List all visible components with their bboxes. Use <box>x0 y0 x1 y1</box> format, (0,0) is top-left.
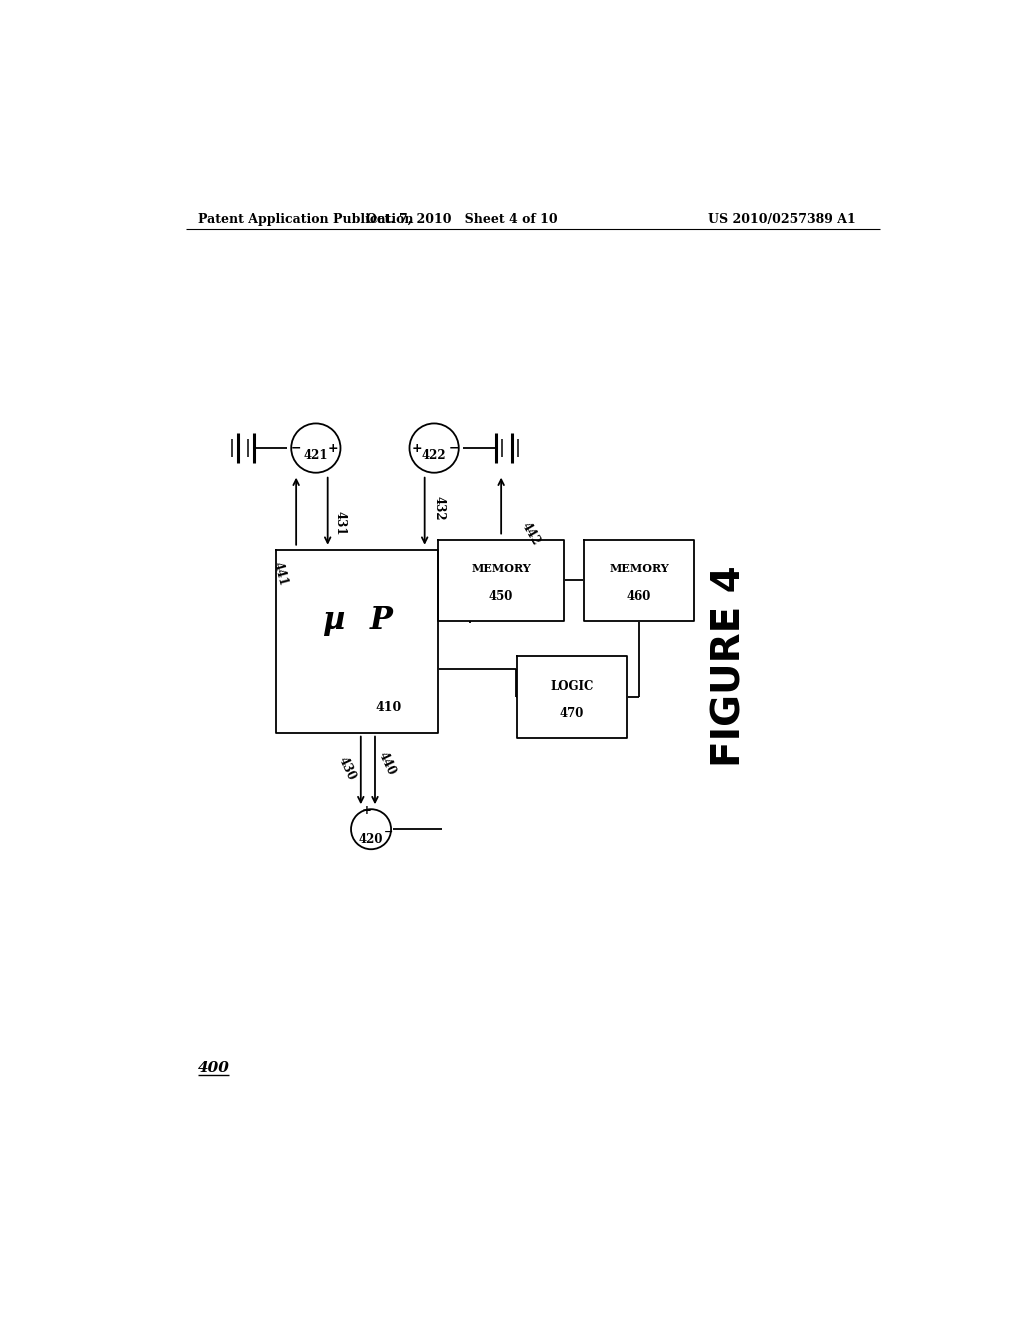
Text: 442: 442 <box>518 520 542 548</box>
Text: 430: 430 <box>336 755 357 781</box>
Text: MEMORY: MEMORY <box>471 562 531 573</box>
Text: 470: 470 <box>560 706 585 719</box>
Text: 420: 420 <box>358 833 383 846</box>
Text: +: + <box>412 442 422 454</box>
Text: US 2010/0257389 A1: US 2010/0257389 A1 <box>709 213 856 226</box>
Text: Patent Application Publication: Patent Application Publication <box>198 213 413 226</box>
Text: 431: 431 <box>334 511 347 536</box>
Text: LOGIC: LOGIC <box>551 680 594 693</box>
Polygon shape <box>438 540 564 620</box>
Text: +: + <box>362 804 372 817</box>
Text: 410: 410 <box>376 701 401 714</box>
Text: −: − <box>291 442 301 454</box>
Polygon shape <box>584 540 694 620</box>
Text: +: + <box>328 442 339 454</box>
Text: Oct. 7, 2010   Sheet 4 of 10: Oct. 7, 2010 Sheet 4 of 10 <box>366 213 557 226</box>
Text: 421: 421 <box>303 449 328 462</box>
Polygon shape <box>517 656 628 738</box>
Text: P: P <box>370 606 392 636</box>
Text: 450: 450 <box>488 590 513 603</box>
Text: µ: µ <box>323 606 345 636</box>
Text: 432: 432 <box>432 496 445 520</box>
Circle shape <box>291 424 341 473</box>
Text: 460: 460 <box>627 590 651 603</box>
Text: 422: 422 <box>422 449 446 462</box>
Text: −: − <box>384 828 393 837</box>
Text: −: − <box>449 442 459 454</box>
Polygon shape <box>276 549 438 733</box>
Circle shape <box>351 809 391 849</box>
Circle shape <box>410 424 459 473</box>
Text: 400: 400 <box>198 1061 229 1074</box>
Text: FIGURE 4: FIGURE 4 <box>711 566 749 767</box>
Text: MEMORY: MEMORY <box>609 562 669 573</box>
Text: 440: 440 <box>376 750 398 777</box>
Text: 441: 441 <box>271 561 290 587</box>
